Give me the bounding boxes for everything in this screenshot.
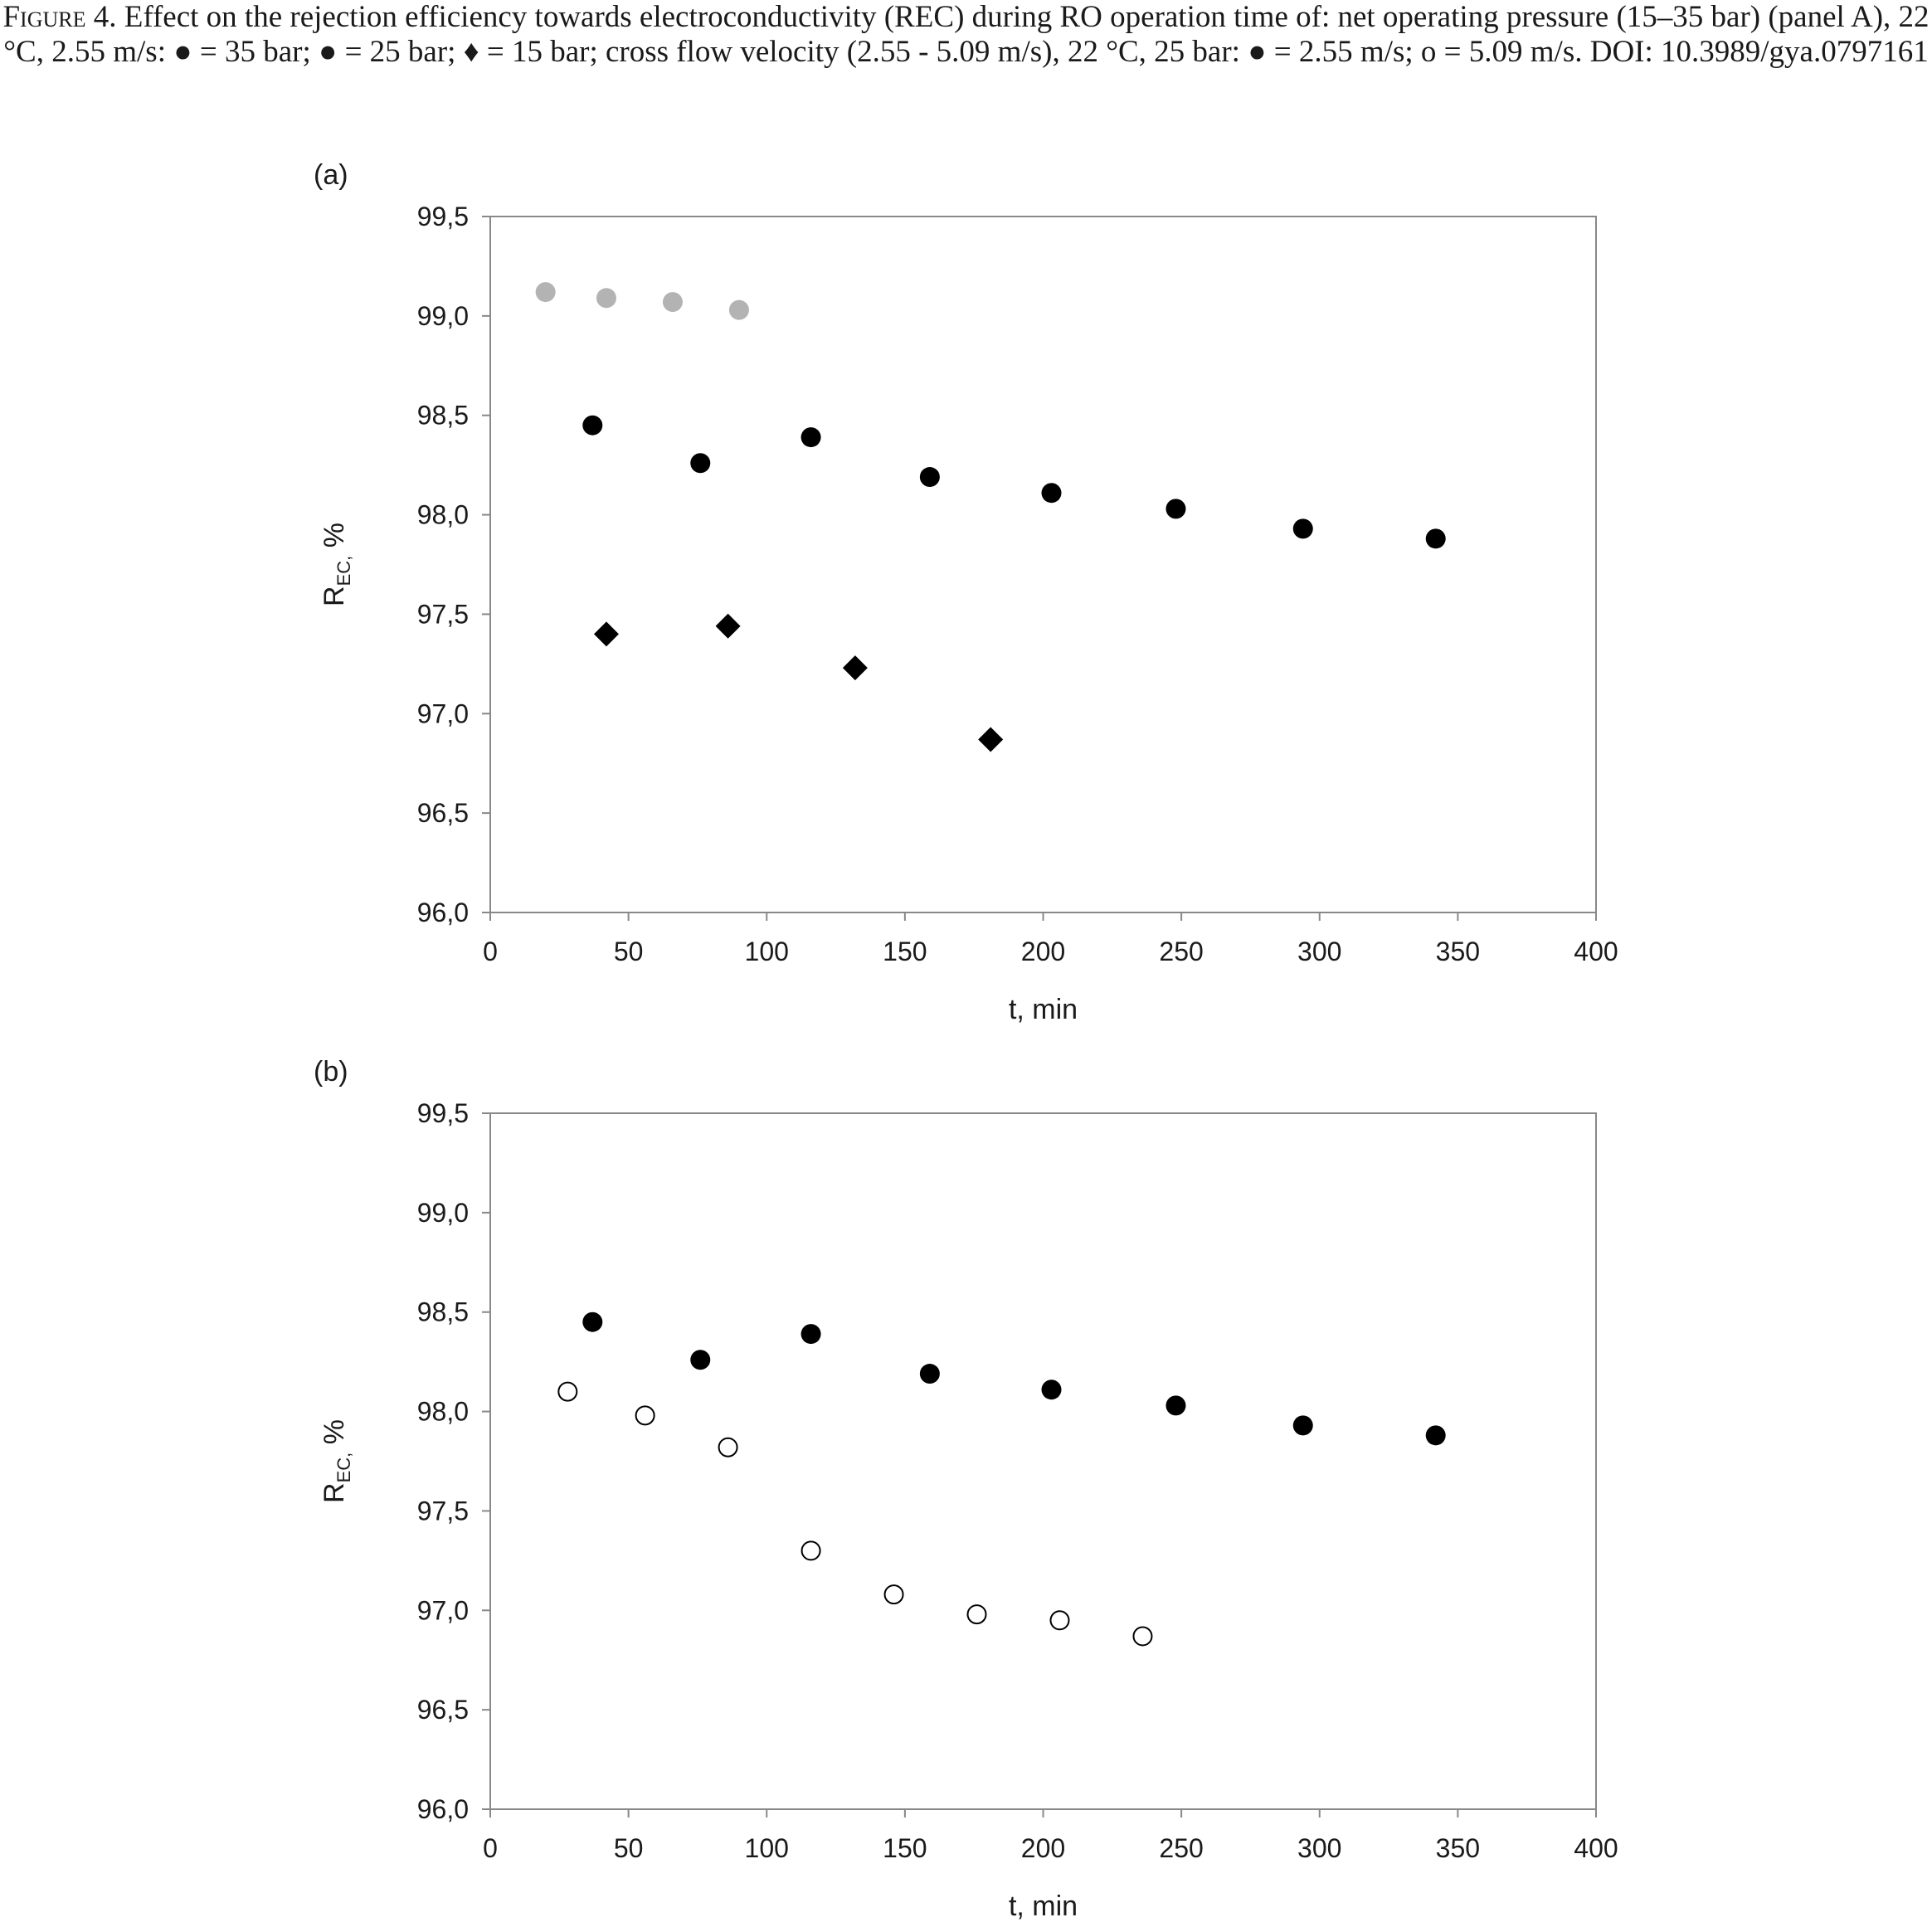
data-point-circle	[1166, 1395, 1186, 1416]
y-axis-title-subscript: EC,	[333, 556, 354, 586]
x-tick-label: 200	[1021, 1833, 1065, 1863]
data-point-diamond	[715, 613, 741, 639]
plot-frame	[489, 1112, 1597, 1810]
data-point-circle	[801, 1324, 821, 1345]
data-point-circle	[535, 282, 556, 303]
y-axis-title-unit: %	[319, 1419, 350, 1453]
panel-label: (a)	[314, 159, 348, 191]
caption-text: Effect on the rejection efficiency towar…	[3, 0, 1930, 69]
y-tick-label: 99,0	[417, 1198, 469, 1228]
y-tick-label: 99,5	[417, 202, 469, 231]
y-tick-label: 97,0	[417, 1595, 469, 1625]
x-tick-label: 400	[1574, 937, 1618, 966]
caption-label: Figure 4.	[2, 0, 117, 34]
x-axis-title: t, min	[1009, 994, 1078, 1025]
x-tick-label: 50	[614, 1833, 644, 1863]
y-tick-label: 99,0	[417, 301, 469, 331]
data-point-circle	[919, 1364, 940, 1384]
x-tick-label: 150	[883, 1833, 927, 1863]
y-tick-label: 96,0	[417, 1794, 469, 1824]
x-tick-label: 250	[1159, 1833, 1203, 1863]
data-point-open-circle	[883, 1584, 904, 1605]
x-tick-label: 300	[1297, 937, 1341, 966]
y-axis-title-subscript: EC,	[333, 1453, 354, 1483]
y-tick-label: 96,5	[417, 1695, 469, 1725]
x-axis-title: t, min	[1009, 1891, 1078, 1922]
x-tick-label: 0	[483, 1833, 498, 1863]
chart-panel-b: (b) 96,0 96,5 97,0 97,5 98,0 98,5 99,0 99,5 0 50 10…	[314, 1056, 1618, 1922]
y-axis-title: REC, %	[319, 523, 354, 606]
data-point-circle	[1292, 518, 1313, 539]
x-tick-label: 150	[883, 937, 927, 966]
y-tick-label: 97,0	[417, 698, 469, 728]
data-point-circle	[728, 299, 749, 320]
x-tick-label: 400	[1574, 1833, 1618, 1863]
data-point-open-circle	[718, 1437, 738, 1457]
data-point-circle	[582, 415, 603, 436]
data-point-open-circle	[966, 1604, 987, 1625]
panel-label: (b)	[314, 1056, 348, 1088]
y-tick-label: 98,0	[417, 500, 469, 530]
y-tick-label: 98,5	[417, 1297, 469, 1327]
data-point-circle	[801, 427, 821, 448]
data-point-circle	[690, 453, 711, 474]
y-tick-label: 99,5	[417, 1098, 469, 1128]
y-tick-label: 97,5	[417, 599, 469, 629]
y-tick-label: 96,5	[417, 798, 469, 828]
y-axis-title-main: R	[319, 586, 350, 606]
data-point-diamond	[593, 621, 619, 647]
y-tick-label: 98,0	[417, 1397, 469, 1427]
data-point-diamond	[978, 727, 1004, 752]
y-axis-title-unit: %	[319, 523, 350, 556]
chart-panel-a: (a) 96,0 96,5 97,0 97,5 98,0 98,5 99,0 99,5 0 50 10…	[314, 159, 1618, 1025]
data-point-circle	[582, 1311, 603, 1332]
x-tick-label: 50	[614, 937, 644, 966]
data-point-circle	[690, 1350, 711, 1370]
y-tick-label: 98,5	[417, 401, 469, 431]
x-tick-label: 100	[745, 1833, 789, 1863]
data-point-circle	[1041, 1380, 1062, 1400]
data-point-open-circle	[1049, 1610, 1070, 1631]
plot-frame	[489, 216, 1597, 913]
y-tick-label: 96,0	[417, 898, 469, 927]
data-point-open-circle	[1132, 1626, 1153, 1647]
x-tick-label: 0	[483, 937, 498, 966]
data-point-circle	[662, 292, 683, 313]
x-tick-label: 350	[1436, 1833, 1480, 1863]
data-point-open-circle	[801, 1540, 821, 1561]
y-axis-title-main: R	[319, 1482, 350, 1503]
data-point-circle	[1425, 528, 1446, 549]
x-tick-label: 250	[1159, 937, 1203, 966]
data-point-open-circle	[635, 1405, 655, 1426]
figure-caption: Figure 4. Effect on the rejection effici…	[0, 0, 1932, 70]
y-tick-label: 97,5	[417, 1496, 469, 1526]
x-tick-label: 300	[1297, 1833, 1341, 1863]
data-point-circle	[1166, 499, 1186, 519]
x-tick-label: 100	[745, 937, 789, 966]
data-point-circle	[1292, 1415, 1313, 1436]
data-point-diamond	[842, 655, 868, 681]
data-point-circle	[596, 288, 616, 309]
x-tick-label: 200	[1021, 937, 1065, 966]
x-tick-label: 350	[1436, 937, 1480, 966]
y-axis-title: REC, %	[319, 1419, 354, 1503]
data-point-open-circle	[557, 1381, 578, 1402]
data-point-circle	[1041, 483, 1062, 504]
data-point-circle	[1425, 1425, 1446, 1446]
data-point-circle	[919, 467, 940, 488]
